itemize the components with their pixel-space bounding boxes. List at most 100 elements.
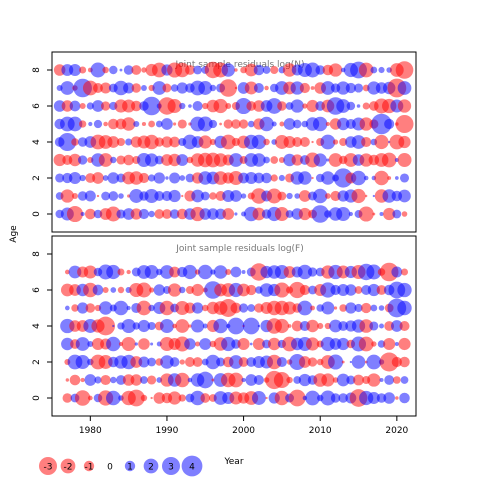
residual-bubble [117, 268, 125, 276]
residual-bubble [98, 153, 113, 167]
residual-bubble [339, 304, 348, 312]
residual-bubble [140, 376, 148, 384]
residual-bubble [161, 136, 173, 148]
residual-bubble [311, 176, 314, 180]
legend-bubble [83, 460, 95, 472]
residual-bubble [362, 102, 370, 110]
residual-bubble [285, 210, 294, 218]
residual-bubble [397, 153, 412, 167]
residual-bubble [330, 393, 341, 403]
residual-bubble [169, 209, 180, 219]
residual-bubble [202, 304, 209, 312]
residual-bubble [372, 212, 376, 216]
residual-bubble [221, 63, 235, 77]
x-tick-label: 2020 [385, 426, 408, 436]
residual-bubble [399, 320, 410, 332]
residual-bubble [383, 207, 396, 221]
residual-bubble [241, 270, 246, 274]
residual-bubble [148, 120, 156, 128]
residual-bubble [62, 393, 73, 403]
y-tick-label: 8 [32, 251, 42, 257]
legend-label: -2 [64, 463, 73, 473]
residual-bubble [220, 134, 236, 150]
residual-bubble [393, 376, 401, 384]
residual-bubble [378, 305, 385, 311]
residual-bubble [107, 172, 120, 184]
residual-bubble [237, 337, 250, 351]
residual-bubble [261, 172, 272, 184]
residual-bubble [341, 360, 345, 364]
residual-bubble [213, 265, 228, 279]
residual-bubble [321, 171, 335, 185]
residual-bubble [299, 190, 311, 202]
residual-bubble [391, 320, 403, 332]
residual-bubble [399, 173, 410, 183]
panel-log-f-bubbles [60, 262, 412, 407]
residual-bubble [65, 378, 70, 382]
residual-bubble [246, 284, 257, 296]
residual-bubble [247, 120, 255, 128]
residual-bubble [209, 138, 217, 146]
residual-bubble [270, 156, 279, 164]
residual-bubble [150, 396, 153, 400]
residual-bubble [277, 191, 287, 201]
residual-bubble [307, 357, 318, 367]
legend-bubble [181, 455, 203, 477]
residual-bubble [358, 62, 374, 78]
residual-bubble [361, 302, 372, 314]
residual-bubble [283, 118, 296, 130]
legend-label: 2 [148, 463, 154, 473]
residual-bubble [283, 266, 296, 278]
x-tick-label: 1980 [79, 426, 102, 436]
residual-bubble [379, 352, 399, 372]
residual-bubble [345, 302, 357, 314]
residual-bubble [333, 168, 353, 188]
residual-bubble [175, 62, 190, 78]
residual-bubble [200, 191, 210, 201]
residual-bubble [148, 210, 155, 218]
residual-bubble [64, 305, 70, 311]
residual-bubble [394, 342, 399, 346]
residual-bubble [153, 392, 166, 404]
residual-bubble [119, 68, 123, 72]
residual-bubble [130, 356, 143, 368]
residual-bubble [401, 211, 408, 217]
panel-log-n-bubbles [53, 61, 414, 223]
x-tick-label: 2010 [309, 426, 332, 436]
residual-bubble [251, 134, 267, 150]
residual-bubble [229, 355, 243, 369]
residual-bubble [354, 303, 363, 313]
residual-bubble [379, 211, 384, 217]
residual-bubble [245, 374, 258, 386]
residual-bubble [116, 137, 126, 147]
residual-bubble [108, 191, 119, 201]
residual-bubble [266, 188, 282, 204]
residual-bubble [144, 265, 159, 279]
residual-bubble [131, 65, 142, 75]
residual-bubble [77, 191, 88, 201]
residual-bubble [58, 132, 77, 152]
residual-bubble [159, 319, 174, 333]
residual-bubble [320, 282, 336, 298]
residual-bubble [274, 207, 289, 221]
residual-bubble [397, 81, 412, 95]
residual-bubble [83, 282, 98, 298]
residual-bubble [121, 318, 136, 334]
residual-bubble [263, 156, 270, 164]
residual-bubble [244, 63, 258, 77]
residual-bubble [178, 394, 186, 402]
residual-bubble [336, 373, 350, 387]
residual-bubble [80, 377, 85, 383]
residual-bubble [184, 338, 196, 350]
residual-bubble [170, 84, 179, 92]
residual-bubble [74, 390, 91, 406]
residual-bubble [391, 356, 402, 368]
residual-bubble [129, 189, 144, 203]
residual-bubble [378, 66, 385, 74]
residual-bubble [302, 103, 308, 109]
y-tick-label: 2 [32, 175, 42, 181]
residual-bubble [384, 375, 395, 385]
residual-bubble [290, 81, 304, 95]
residual-bubble [122, 99, 136, 113]
residual-bubble [121, 117, 136, 131]
